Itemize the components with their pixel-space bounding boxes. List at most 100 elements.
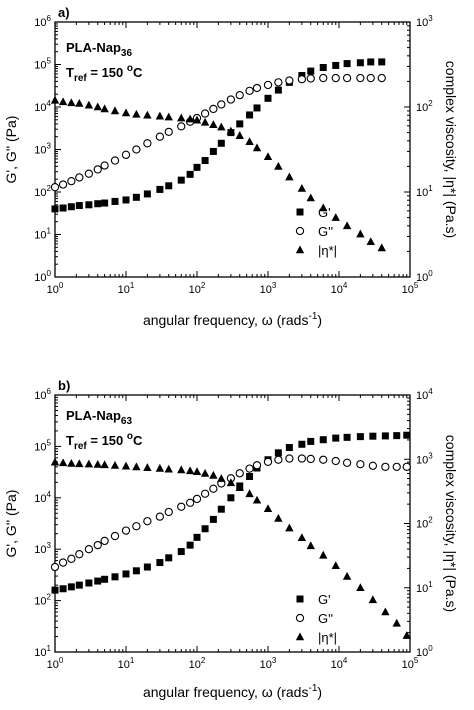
data-point <box>84 100 94 109</box>
data-point <box>200 109 210 118</box>
data-point <box>245 489 254 498</box>
data-point <box>84 459 94 468</box>
x-tick-label-exp: 0 <box>59 281 64 290</box>
y-tick-label-exp: 4 <box>47 490 52 499</box>
y2-tick-label-exp: 3 <box>428 451 433 460</box>
y2-tick-label-exp: 0 <box>428 269 433 278</box>
x-tick-label-exp: 2 <box>201 281 206 290</box>
data-point <box>402 462 411 472</box>
data-point <box>209 515 217 523</box>
data-point <box>164 127 173 137</box>
y-tick-label: 102 <box>34 184 51 199</box>
x-tick-label: 105 <box>402 281 419 296</box>
data-point <box>263 504 273 512</box>
y2-tick-label: 101 <box>416 580 433 595</box>
data-point <box>75 550 84 559</box>
data-point <box>156 559 164 567</box>
y-tick-label: 101 <box>34 227 51 242</box>
y2-tick-label-base: 10 <box>416 390 428 402</box>
y-tick-label-base: 10 <box>34 17 46 29</box>
x-tick-label-exp: 1 <box>130 281 135 290</box>
x-axis-label-text: angular frequency, ω (rads <box>143 312 309 328</box>
x-tick-label: 102 <box>189 656 206 671</box>
data-point <box>236 120 244 128</box>
y-tick-label-base: 10 <box>34 493 46 505</box>
data-point <box>332 61 340 69</box>
data-point <box>132 145 141 154</box>
tref-unit: C <box>133 65 143 80</box>
data-point <box>297 533 307 542</box>
x-axis-label-text: angular frequency, ω (rads <box>143 684 309 700</box>
data-point <box>217 139 225 147</box>
data-point <box>217 505 225 513</box>
data-point <box>285 444 293 452</box>
data-point <box>235 469 244 478</box>
x-axis-label-sup: -1 <box>308 683 317 694</box>
sample-name-main: PLA-Nap <box>66 408 121 423</box>
series-3 <box>50 457 411 639</box>
data-point <box>186 170 194 178</box>
tref-value: = 150 <box>87 433 127 448</box>
data-point <box>298 440 306 448</box>
x-tick-label-exp: 0 <box>59 656 64 665</box>
data-point <box>94 577 102 585</box>
x-tick-label: 105 <box>402 656 419 671</box>
y2-axis-label: complex viscosity, |η*| (Pa.s) <box>443 435 459 612</box>
x-axis-label-end: ) <box>317 684 322 700</box>
data-point <box>192 115 202 124</box>
data-point <box>94 200 102 208</box>
data-point <box>263 80 273 90</box>
legend-label: G'' <box>318 224 333 239</box>
data-point <box>235 131 244 139</box>
data-point <box>342 458 352 467</box>
legend-label: G' <box>318 592 331 607</box>
data-point <box>132 462 141 471</box>
y-tick-label: 106 <box>34 387 51 402</box>
legend-label: |η*| <box>318 243 337 258</box>
y-tick-label: 106 <box>34 14 51 29</box>
y2-tick-label: 102 <box>416 516 433 531</box>
legend-marker <box>295 245 305 254</box>
data-point <box>226 95 236 104</box>
y2-tick-label-exp: 1 <box>428 184 433 193</box>
sample-name-sub: 36 <box>121 48 133 59</box>
data-point <box>331 213 340 221</box>
y2-tick-label: 104 <box>416 387 433 402</box>
data-point <box>274 455 283 464</box>
data-point <box>285 454 294 463</box>
y2-tick-label-base: 10 <box>416 187 428 199</box>
legend-marker <box>295 613 305 623</box>
data-point <box>331 561 340 570</box>
data-point <box>58 558 68 567</box>
data-point <box>75 202 83 210</box>
series-2 <box>50 73 386 192</box>
y2-tick-label: 102 <box>416 99 433 114</box>
data-point <box>110 156 120 165</box>
y-tick-label-exp: 6 <box>47 387 52 396</box>
data-point <box>319 550 328 559</box>
data-point <box>164 507 173 517</box>
y-tick-label: 103 <box>34 541 51 556</box>
x-tick-label-base: 10 <box>189 659 201 671</box>
y-tick-label: 104 <box>34 99 51 114</box>
data-point <box>177 548 185 556</box>
data-point <box>342 571 352 580</box>
y-tick-label: 103 <box>34 142 51 157</box>
x-tick-label-base: 10 <box>402 659 414 671</box>
y2-tick-label-exp: 1 <box>428 580 433 589</box>
data-point <box>274 86 282 94</box>
data-point <box>368 461 378 470</box>
tref-main: T <box>66 65 74 80</box>
data-point <box>209 470 218 479</box>
data-point <box>366 237 375 246</box>
data-point <box>343 433 351 441</box>
x-tick-label: 101 <box>118 656 135 671</box>
data-point <box>209 484 218 493</box>
x-tick-label-exp: 5 <box>414 281 419 290</box>
x-tick-label: 101 <box>118 281 135 296</box>
data-point <box>143 517 152 526</box>
x-tick-label-base: 10 <box>260 284 272 296</box>
data-point <box>132 109 141 118</box>
data-point <box>201 157 209 165</box>
data-point <box>164 464 173 473</box>
